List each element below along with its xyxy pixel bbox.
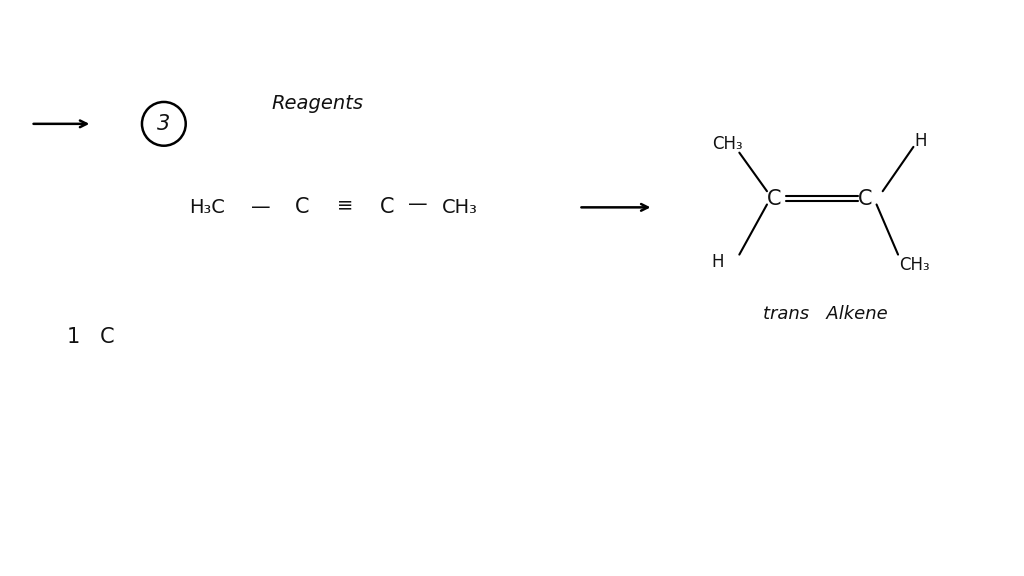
Text: H: H xyxy=(914,132,927,150)
Text: CH₃: CH₃ xyxy=(442,198,478,217)
Text: CH₃: CH₃ xyxy=(712,135,742,153)
Text: 1   C: 1 C xyxy=(67,327,115,347)
Text: CH₃: CH₃ xyxy=(899,256,930,274)
Text: C: C xyxy=(858,189,872,209)
Text: —: — xyxy=(251,198,271,217)
Text: C: C xyxy=(295,198,309,217)
Text: —: — xyxy=(408,195,428,214)
Text: Reagents: Reagents xyxy=(271,94,364,113)
Text: H₃C: H₃C xyxy=(189,198,225,217)
Text: ≡: ≡ xyxy=(337,195,353,214)
Text: H: H xyxy=(712,253,724,271)
Text: C: C xyxy=(380,198,394,217)
Text: C: C xyxy=(767,189,781,209)
Text: trans   Alkene: trans Alkene xyxy=(763,305,888,323)
Text: 3: 3 xyxy=(158,114,170,134)
